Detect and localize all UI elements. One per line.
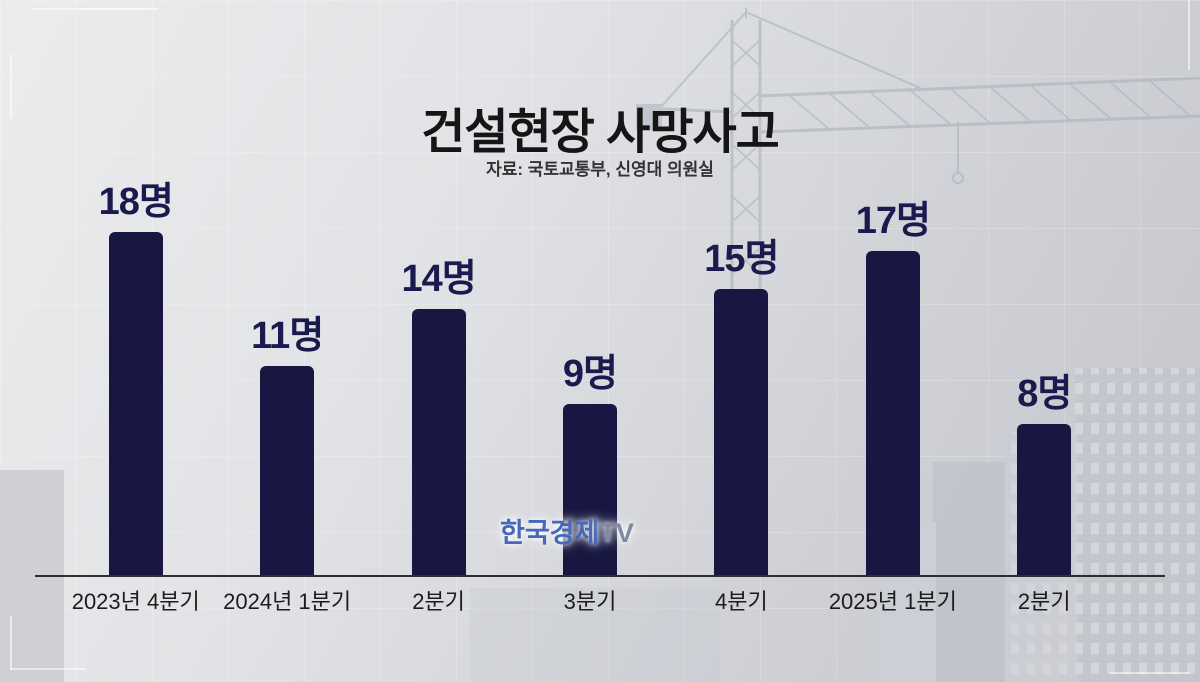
bar-column: 11명: [211, 304, 362, 577]
bar: [714, 289, 769, 577]
frame-accent-bottom-right-h: [1110, 672, 1190, 674]
watermark-text-suffix: TV: [599, 518, 634, 548]
x-axis-label: 2분기: [412, 589, 465, 614]
x-axis-baseline: [35, 575, 1165, 577]
chart-source-credit: 자료: 국토교통부, 신영대 의원실: [486, 160, 714, 179]
bar: [865, 251, 920, 577]
bar: [411, 309, 466, 577]
x-axis-labels-row: 2023년 4분기 2024년 1분기 2분기 3분기 4분기 2025년 1분기 2분기: [60, 584, 1120, 616]
frame-accent-top-right-v: [1188, 0, 1190, 70]
frame-accent-top-left-v: [10, 54, 12, 118]
bar-value-label: 18명: [98, 181, 174, 223]
bar-column: 18명: [60, 170, 211, 577]
bar: [260, 366, 315, 577]
bar: [562, 404, 617, 577]
bar-column: 15명: [666, 227, 817, 577]
bar-value-label: 9명: [562, 353, 618, 395]
bar-column: 9명: [514, 342, 665, 577]
bar-value-label: 11명: [251, 315, 324, 357]
x-axis-label: 3분기: [563, 589, 617, 614]
frame-accent-bottom-left-h: [10, 668, 86, 670]
x-axis-label: 2023년 4분기: [71, 589, 200, 614]
watermark-text-main: 한국경제: [500, 518, 600, 548]
broadcaster-watermark: 한국경제TV: [500, 511, 634, 550]
chart-title: 건설현장 사망사고: [421, 106, 780, 159]
bar: [1017, 424, 1072, 577]
frame-accent-top-left-h: [32, 8, 158, 10]
x-axis-label: 2024년 1분기: [223, 589, 352, 614]
x-axis-label: 4분기: [715, 589, 768, 614]
bar: [108, 232, 163, 577]
bar-value-label: 17명: [855, 200, 931, 242]
bar-value-label: 14명: [401, 258, 476, 300]
frame-accent-bottom-left-v: [10, 616, 12, 670]
bar-value-label: 8명: [1017, 373, 1072, 415]
bar-value-label: 15명: [704, 238, 779, 280]
bar-column: 8명: [969, 362, 1120, 577]
bar-column: 17명: [817, 189, 968, 577]
x-axis-label: 2025년 1분기: [828, 589, 957, 614]
x-axis-label: 2분기: [1017, 589, 1071, 614]
bars-row: 18명 11명 14명 9명 15명 17명 8명: [60, 147, 1120, 577]
bar-column: 14명: [363, 247, 514, 577]
